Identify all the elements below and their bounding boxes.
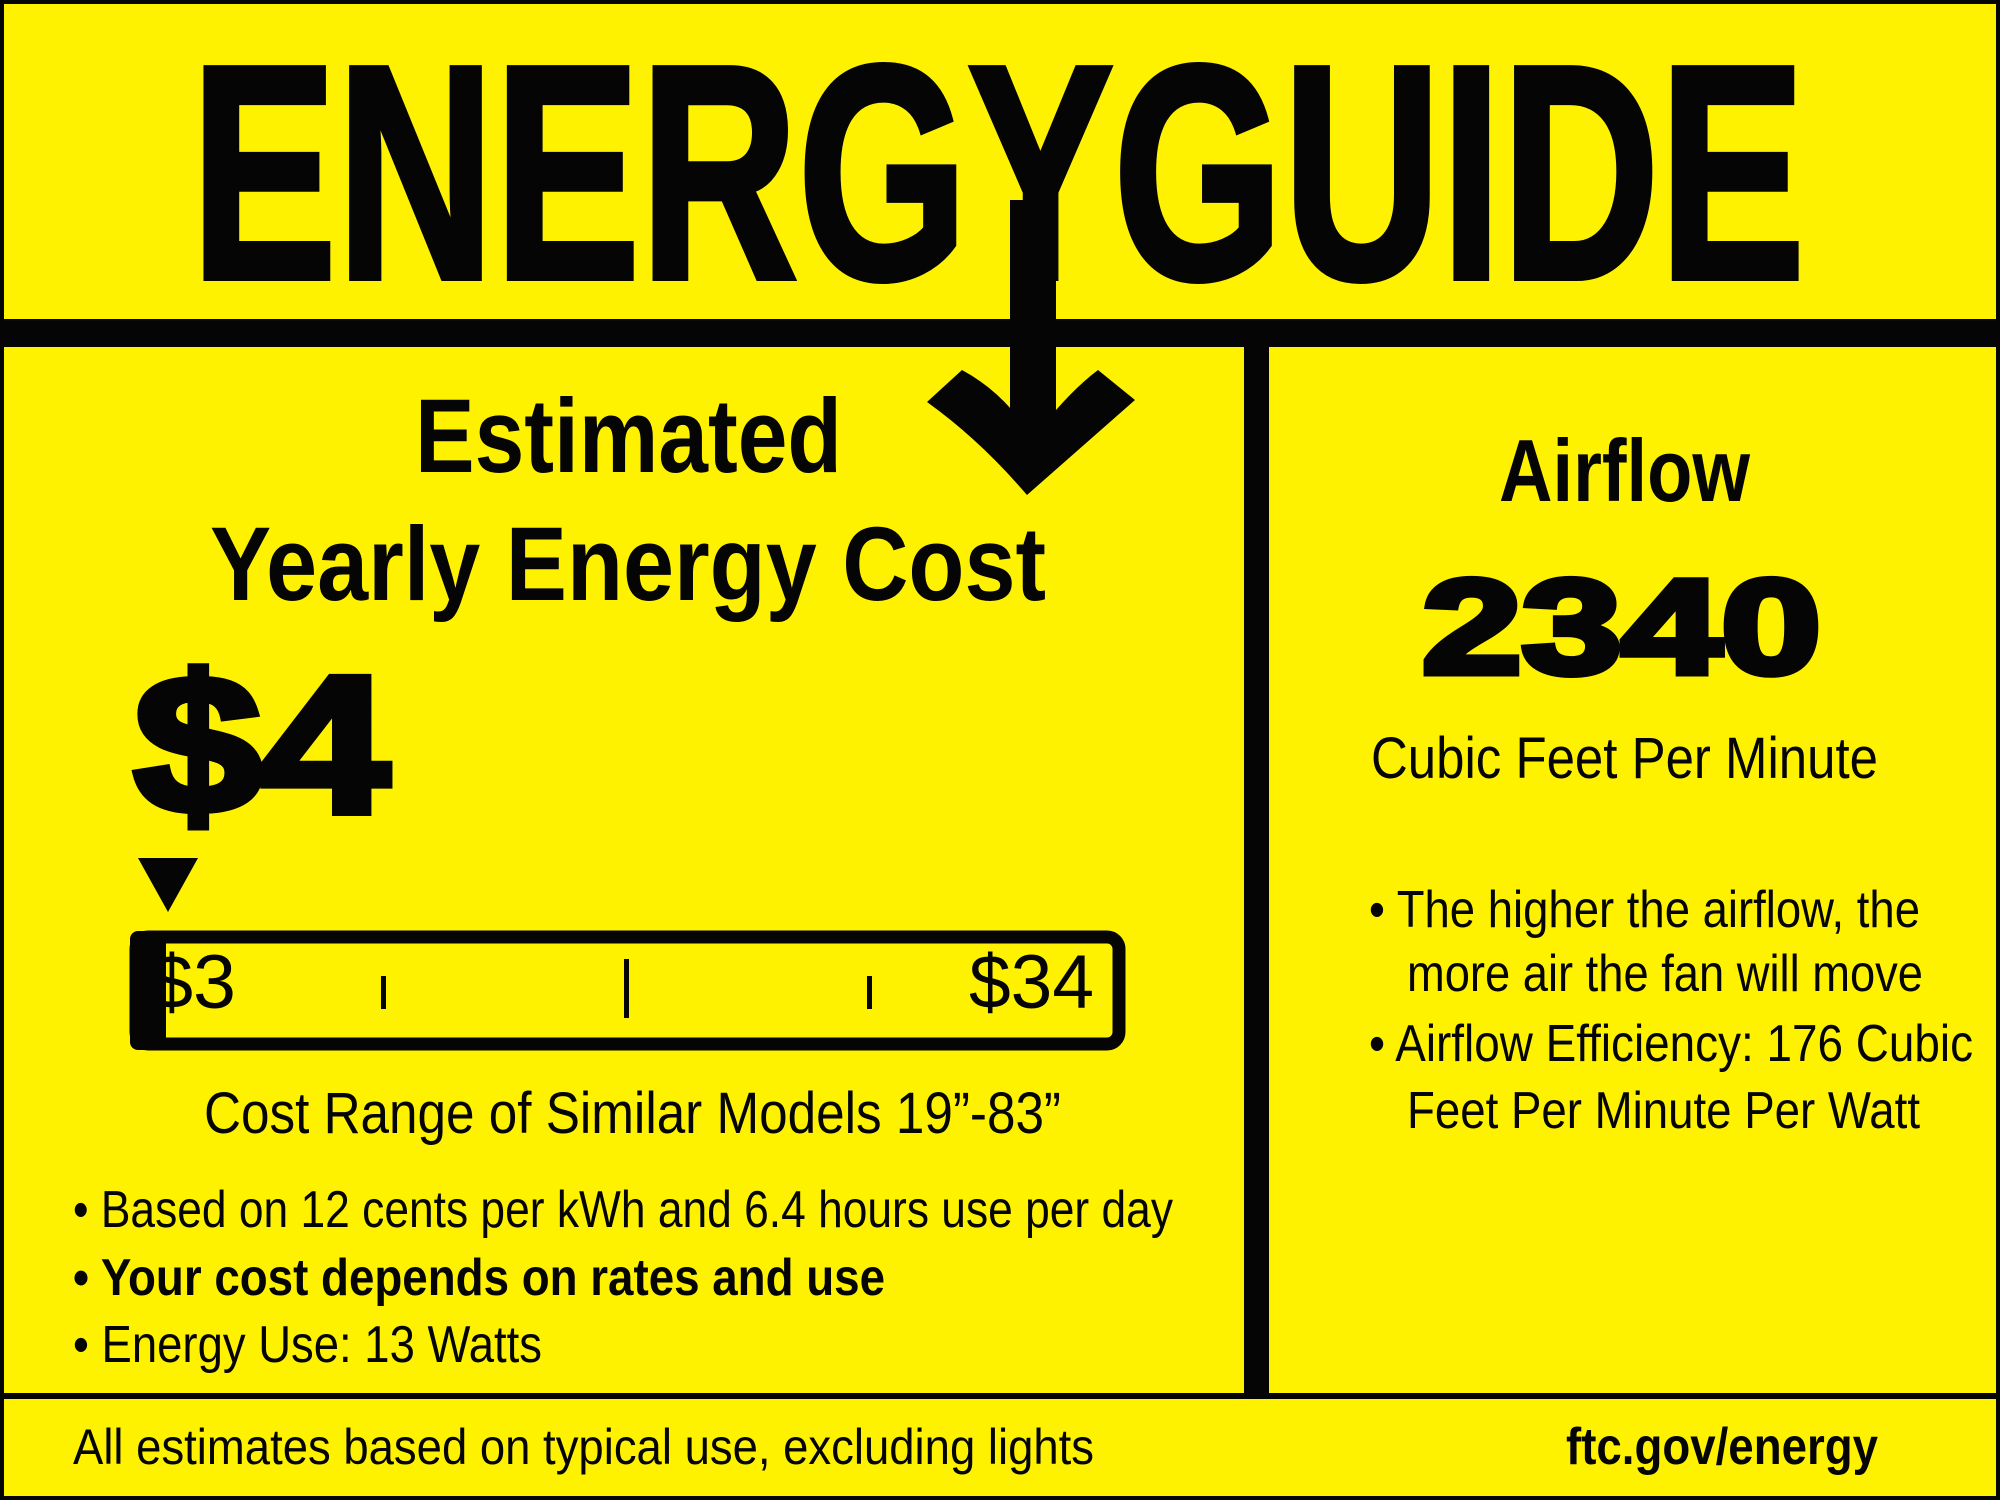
airflow-unit: Cubic Feet Per Minute xyxy=(1371,726,1878,791)
footer-note: All estimates based on typical use, excl… xyxy=(73,1419,1094,1475)
airflow-value: 2340 xyxy=(1422,553,1821,702)
cost-range-caption: Cost Range of Similar Models 19”-83” xyxy=(204,1081,1061,1146)
cost-bullet: • Based on 12 cents per kWh and 6.4 hour… xyxy=(73,1181,1173,1239)
airflow-heading: Airflow xyxy=(1499,421,1750,520)
airflow-bullet: • The higher the airflow, the xyxy=(1369,881,1920,939)
scale-current-fill xyxy=(130,931,166,1050)
cost-heading-line1: Estimated xyxy=(415,378,842,495)
scale-tick xyxy=(867,976,872,1009)
airflow-bullet-continued: more air the fan will move xyxy=(1407,945,1923,1003)
cost-range-scale: $3 $34 xyxy=(129,930,1126,1051)
column-divider xyxy=(1244,347,1269,1395)
airflow-bullet: • Airflow Efficiency: 176 Cubic xyxy=(1369,1015,1973,1073)
cost-bullet: • Your cost depends on rates and use xyxy=(73,1249,885,1307)
airflow-bullet-continued: Feet Per Minute Per Watt xyxy=(1407,1082,1920,1140)
cost-value: $4 xyxy=(134,636,389,854)
scale-tick xyxy=(624,959,629,1018)
scale-tick xyxy=(381,976,386,1009)
header-divider xyxy=(0,319,2000,347)
cost-marker-icon xyxy=(138,858,198,912)
scale-min-label: $3 xyxy=(150,940,236,1025)
cost-heading-line2: Yearly Energy Cost xyxy=(210,506,1046,623)
down-arrow-icon xyxy=(927,200,1135,495)
ftc-link[interactable]: ftc.gov/energy xyxy=(1566,1418,1878,1476)
scale-max-label: $34 xyxy=(969,940,1094,1025)
cost-bullet: • Energy Use: 13 Watts xyxy=(73,1316,542,1374)
header-title: ENERGYGUIDE xyxy=(191,2,1805,343)
footer-divider xyxy=(0,1393,2000,1399)
